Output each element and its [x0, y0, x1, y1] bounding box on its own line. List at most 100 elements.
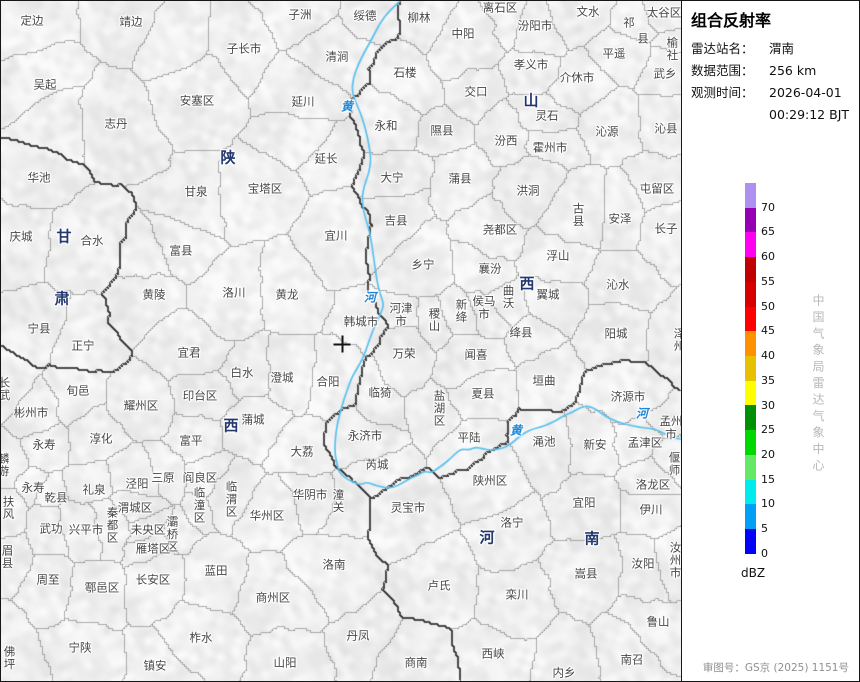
county-label: 镇安: [143, 658, 167, 673]
legend-color-block: [745, 504, 756, 530]
legend-tick-label: 65: [761, 225, 775, 239]
legend-color-block: [745, 331, 756, 357]
info-value: 00:29:12 BJT: [769, 107, 850, 122]
province-name-label: 河: [479, 528, 495, 547]
county-label: 安塞区: [179, 93, 215, 108]
county-label: 沁源: [595, 124, 619, 139]
radar-map: 定边 靖边 吴起 安塞区 志丹 子洲 绥德 清涧 子长市 延川 延长 宝塔区 甘泉 富县 黄陵 宜川 洛川 黄龙韩…: [1, 1, 682, 681]
watermark-text: 中国气象局雷达气象中心: [811, 294, 825, 476]
county-label: 阳城: [604, 326, 628, 341]
info-value: 2026-04-01: [769, 85, 842, 100]
legend-tick-label: 45: [761, 324, 775, 338]
county-label: 武功: [39, 521, 63, 536]
county-label: 三原: [151, 470, 175, 485]
county-label: 伊川: [639, 502, 663, 517]
county-label: 灞桥区: [165, 515, 180, 553]
county-label: 曲沃: [501, 284, 516, 310]
info-row: 观测时间： 2026-04-01: [691, 85, 842, 100]
county-label: 秦都区: [105, 506, 120, 544]
county-label: 耀州区: [123, 398, 159, 413]
county-label: 永和: [374, 118, 398, 133]
county-label: 偃师: [667, 451, 682, 477]
county-label: 栾川: [505, 587, 529, 602]
info-row: 数据范围： 256 km: [691, 63, 816, 78]
legend-tick-label: 15: [761, 472, 775, 486]
county-label: 志丹: [104, 116, 128, 131]
county-label: 宜川: [324, 228, 348, 243]
legend-tick-label: 60: [761, 250, 775, 264]
county-label: 华阴市: [292, 487, 328, 502]
county-label: 绛县: [509, 325, 533, 340]
county-label: 太谷区: [646, 5, 682, 20]
legend-color-block: [745, 183, 756, 208]
county-label: 襄汾: [478, 261, 502, 276]
county-label: 孟州市: [659, 414, 682, 441]
info-value: 256 km: [769, 63, 817, 78]
county-label: 济源市: [610, 389, 646, 404]
county-label: 大宁: [380, 170, 404, 185]
county-label: 文水: [576, 4, 600, 19]
county-label: 雁塔区: [135, 541, 171, 556]
county-label: 子洲: [288, 7, 312, 22]
county-label: 延川: [291, 94, 315, 109]
county-label: 丹凤: [346, 628, 370, 643]
county-label: 榆社: [665, 36, 680, 62]
county-label: 清涧: [325, 49, 349, 64]
county-label: 乾县: [44, 490, 68, 505]
county-label: 黄龙: [275, 287, 299, 302]
province-name-label: 西: [223, 416, 239, 435]
legend-color-block: [745, 479, 756, 505]
county-label: 蓝田: [204, 563, 228, 578]
county-label: 眉县: [1, 544, 15, 570]
county-label: 长子: [654, 221, 678, 236]
county-label: 华州区: [249, 508, 285, 523]
legend-tick-label: 40: [761, 348, 775, 362]
county-label: 灵宝市: [390, 500, 426, 515]
county-label: 交口: [464, 84, 488, 99]
county-label: 旬邑: [66, 383, 90, 398]
legend-tick-label: 0: [761, 546, 768, 560]
county-label: 介休市: [559, 70, 595, 85]
county-label: 孟津区: [627, 435, 663, 450]
radar-station-marker: [333, 335, 351, 353]
county-label: 富平: [179, 433, 203, 448]
county-label: 长武: [1, 376, 12, 402]
county-label: 河津市: [389, 301, 413, 328]
county-label: 卢氏: [427, 578, 451, 593]
map-approval-number: 审图号：GS京 (2025) 1151号: [702, 662, 849, 674]
legend-color-block: [745, 356, 756, 381]
county-label: 临渭区: [224, 480, 239, 518]
county-label: 长安区: [135, 572, 171, 587]
county-label: 泾阳: [125, 476, 149, 491]
legend-tick-label: 70: [761, 200, 775, 214]
county-label: 汾阳市: [517, 18, 553, 33]
county-label: 宁县: [27, 321, 51, 336]
county-label: 佛坪: [2, 645, 17, 671]
county-label: 柳林: [407, 10, 431, 25]
county-label: 永济市: [347, 428, 383, 443]
province-name-label: 肃: [54, 289, 70, 308]
county-label: 大荔: [290, 444, 314, 459]
county-label: 古县: [571, 202, 586, 228]
info-panel: 组合反射率 雷达站名： 渭南 数据范围： 256 km 观测时间： 2026-04-01 0…: [682, 1, 859, 681]
county-label: 尧都区: [482, 222, 518, 237]
county-label: 宜君: [177, 345, 201, 360]
county-label: 沁县: [654, 121, 678, 136]
info-label: 数据范围：: [691, 63, 754, 78]
county-label: 平陆: [457, 430, 481, 445]
county-label: 兴平市: [68, 522, 104, 537]
county-label: 屯留区: [639, 181, 675, 196]
river-name-label: 黄: [340, 99, 354, 114]
county-label: 吴起: [33, 77, 57, 92]
info-row: 雷达站名： 渭南: [691, 41, 794, 56]
county-label: 临潼区: [192, 486, 207, 524]
county-label: 南召: [620, 652, 644, 667]
legend-color-block: [745, 529, 756, 554]
county-label: 灵石: [535, 108, 559, 123]
legend-tick-label: 35: [761, 373, 775, 387]
province-name-label: 陕: [220, 148, 236, 167]
river-name-label: 河: [363, 290, 377, 305]
county-label: 鲁山: [646, 614, 670, 629]
county-label: 翼城: [536, 287, 560, 302]
